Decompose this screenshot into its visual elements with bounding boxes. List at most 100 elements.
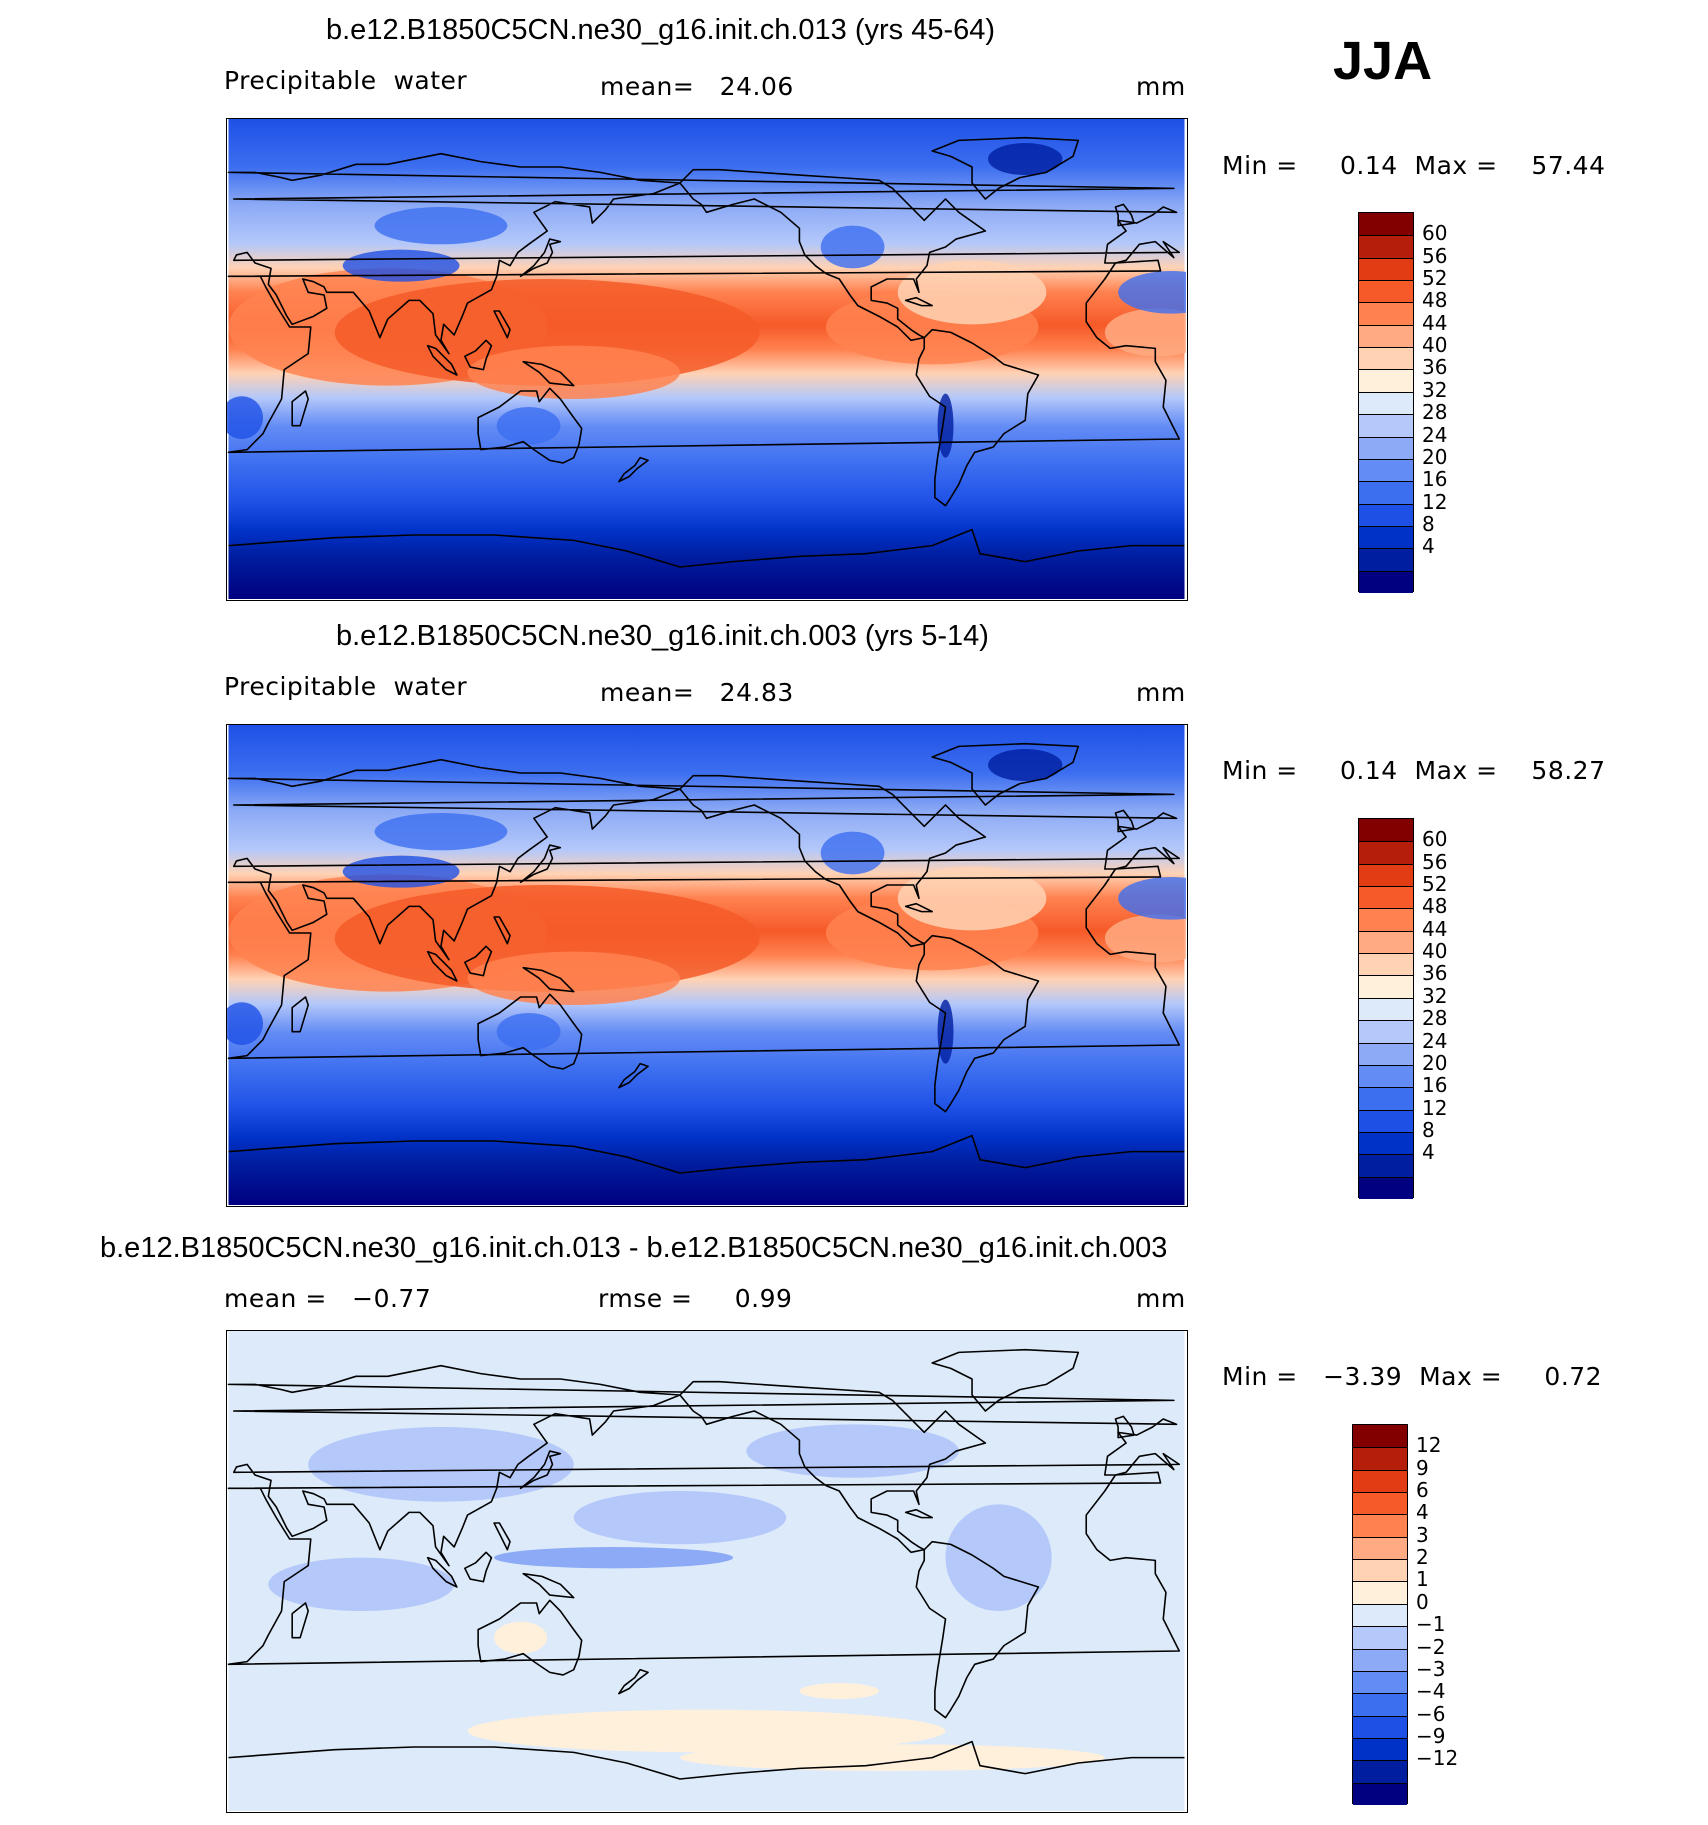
colorbar-swatch [1359, 975, 1413, 998]
coastline-newGuinea [522, 966, 575, 993]
coastline-eurasia [227, 152, 1181, 355]
colorbar-tick-label: 28 [1422, 400, 1448, 425]
coastline-madagascar [291, 390, 309, 427]
panel-3-title: b.e12.B1850C5CN.ne30_g16.init.ch.013 - b… [100, 1232, 1168, 1264]
colorbar-box [1358, 212, 1414, 593]
dry-region [988, 749, 1063, 782]
panel-2-variable-label: Precipitable water [224, 672, 468, 701]
colorbar-box [1358, 818, 1414, 1199]
colorbar-swatch [1359, 1042, 1413, 1065]
colorbar-tick-label: 20 [1422, 1050, 1448, 1075]
coastline-philippines [493, 1522, 511, 1551]
warm-region [897, 866, 1047, 931]
colorbar-tick-label: 4 [1422, 534, 1435, 559]
dry-region [374, 812, 508, 851]
colorbar-swatch [1359, 570, 1413, 593]
colorbar-tick-label: −3 [1416, 1656, 1446, 1681]
colorbar-swatch [1359, 886, 1413, 909]
coastline-borneo [464, 945, 493, 977]
colorbar-swatch [1359, 819, 1413, 842]
colorbar-tick-label: 44 [1422, 916, 1448, 941]
coastline-sumatra [426, 344, 458, 376]
colorbar-swatch [1359, 235, 1413, 258]
coastline-cuba [904, 1508, 933, 1519]
colorbar-swatch [1353, 1648, 1407, 1671]
colorbar-tick-label: 36 [1422, 355, 1448, 380]
colorbar-tick-label: 40 [1422, 333, 1448, 358]
coastline-northAmerica [679, 168, 987, 342]
panel-3-map [226, 1330, 1188, 1813]
colorbar-tick-label: −6 [1416, 1701, 1446, 1726]
colorbar-tick-label: −12 [1416, 1746, 1459, 1771]
colorbar-swatch [1359, 302, 1413, 325]
colorbar-tick-label: 4 [1416, 1500, 1429, 1525]
anomaly-region [467, 1709, 946, 1753]
panel-3-minmax: Min = −3.39 Max = 0.72 [1222, 1362, 1603, 1391]
colorbar-swatch [1359, 953, 1413, 976]
coastline-britain [1114, 1415, 1135, 1439]
colorbar-swatch [1359, 213, 1413, 236]
colorbar-swatch [1353, 1559, 1407, 1582]
coastline-newGuinea [522, 1572, 575, 1599]
colorbar-swatch [1353, 1626, 1407, 1649]
coastline-northAmerica [679, 1380, 987, 1554]
coastline-antarctica [228, 1740, 1185, 1780]
dry-region [496, 407, 561, 445]
colorbar-tick-label: 12 [1422, 489, 1448, 514]
colorbar-swatch [1359, 1087, 1413, 1110]
coastline-japan [519, 1450, 562, 1490]
colorbar-tick-label: 44 [1422, 310, 1448, 335]
warm-region [1104, 914, 1186, 963]
anomaly-region [679, 1744, 1105, 1771]
colorbar-tick-label: 52 [1422, 872, 1448, 897]
anomaly-region [945, 1504, 1052, 1612]
colorbar-swatch [1353, 1603, 1407, 1627]
coastline-borneo [464, 1551, 493, 1583]
coastline-greenland [931, 136, 1080, 200]
panel-1-units: mm [1136, 72, 1186, 101]
colorbar-tick-label: 24 [1422, 1028, 1448, 1053]
coastline-antarctica [228, 528, 1185, 568]
map-svg [227, 119, 1186, 599]
coastline-eurasia [227, 1364, 1181, 1567]
panel-3-rmse-label: rmse = 0.99 [598, 1284, 793, 1313]
colorbar-tick-label: 9 [1416, 1455, 1429, 1480]
anomaly-region [494, 1621, 548, 1654]
colorbar-swatch [1353, 1581, 1407, 1604]
panel-3-units: mm [1136, 1284, 1186, 1313]
colorbar-swatch [1359, 908, 1413, 931]
coastline-greenland [931, 1348, 1080, 1412]
panel-2-mean-label: mean= 24.83 [600, 678, 794, 707]
coastline-africa [227, 1471, 1181, 1666]
anomaly-region [573, 1490, 787, 1545]
panel-1-title: b.e12.B1850C5CN.ne30_g16.init.ch.013 (yr… [326, 14, 996, 46]
colorbar-tick-label: 20 [1422, 444, 1448, 469]
season-label: JJA [1333, 31, 1433, 91]
dry-region [820, 831, 885, 875]
coastline-cuba [904, 296, 933, 307]
colorbar-tick-label: 48 [1422, 288, 1448, 313]
colorbar-tick-label: 32 [1422, 377, 1448, 402]
coastline-greenland [931, 742, 1080, 806]
coastline-borneo [464, 339, 493, 371]
colorbar-swatch [1359, 257, 1413, 281]
colorbar-tick-label: 6 [1416, 1478, 1429, 1503]
colorbar-swatch [1359, 1176, 1413, 1199]
anomaly-region [268, 1557, 455, 1611]
panel-3-mean-label: mean = −0.77 [224, 1284, 432, 1313]
warm-region [467, 345, 680, 399]
colorbar-swatch [1359, 930, 1413, 954]
colorbar-tick-label: 56 [1422, 243, 1448, 268]
colorbar-swatch [1353, 1670, 1407, 1694]
colorbar-tick-label: 3 [1416, 1522, 1429, 1547]
coastline-newZealand [618, 1668, 649, 1695]
coastline-newZealand [618, 456, 649, 483]
colorbar-swatch [1359, 548, 1413, 571]
colorbar-tick-label: 56 [1422, 849, 1448, 874]
coastline-africa [227, 259, 1181, 454]
colorbar-tick-label: 16 [1422, 467, 1448, 492]
warm-region [467, 951, 680, 1005]
colorbar-swatch [1353, 1492, 1407, 1515]
colorbar-swatch [1359, 414, 1413, 437]
coastline-northAmerica [679, 774, 987, 948]
